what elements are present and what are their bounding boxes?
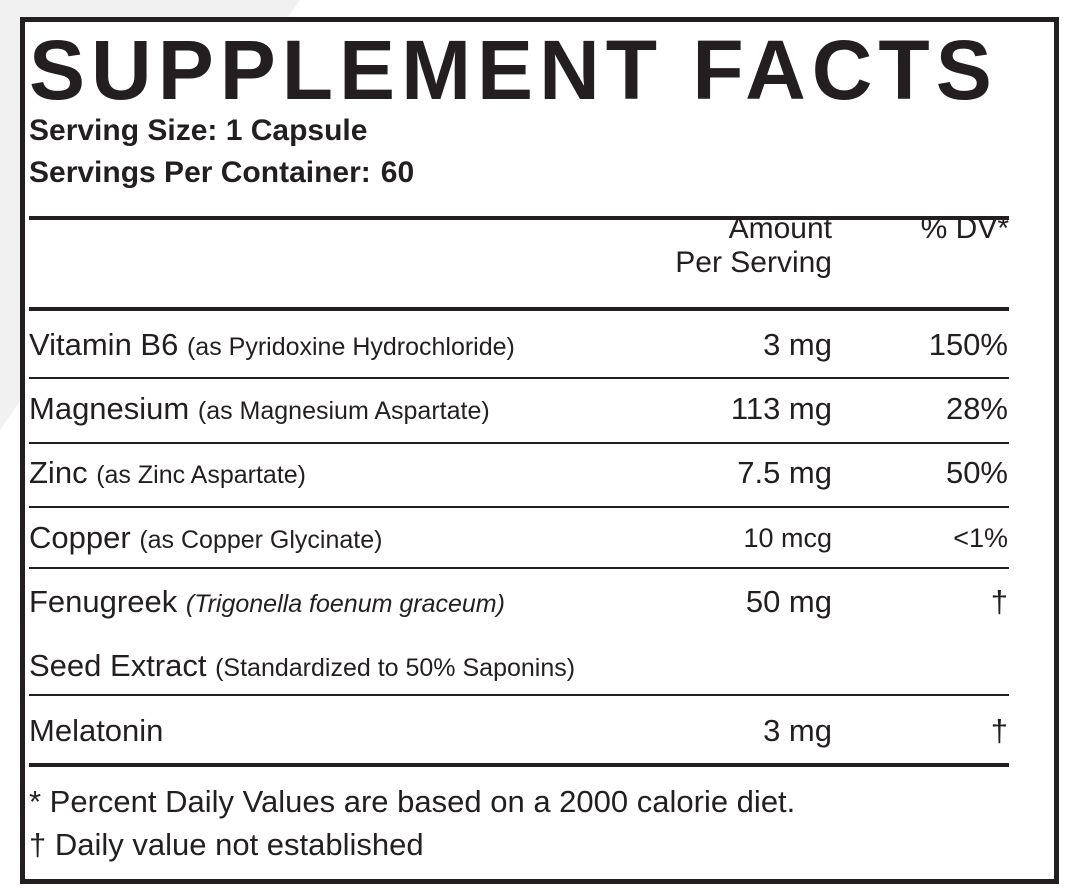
nutrient-name: Vitamin B6 [29, 327, 179, 362]
divider-thick [29, 763, 1009, 767]
table-row: Copper (as Copper Glycinate) [29, 518, 382, 560]
daily-value: † [990, 713, 1008, 748]
footnote-percent-dv: * Percent Daily Values are based on a 20… [29, 784, 796, 819]
daily-value: <1% [953, 523, 1008, 553]
amount-per-serving: 7.5 mg [737, 455, 832, 490]
daily-value: † [990, 584, 1008, 619]
servings-per-container: Servings Per Container: 60 [29, 155, 414, 191]
amount-per-serving: 113 mg [730, 391, 832, 426]
nutrient-name: Melatonin [29, 713, 164, 748]
nutrient-name-continued: Seed Extract [29, 648, 207, 683]
amount-header-line2: Per Serving [675, 246, 832, 279]
row-divider [29, 442, 1009, 444]
serving-size: Serving Size: 1 Capsule [29, 114, 368, 147]
row-divider [29, 506, 1009, 508]
nutrient-detail: (as Copper Glycinate) [139, 526, 383, 554]
column-header-amount: Amount Per Serving [675, 212, 832, 280]
daily-value: 50% [945, 455, 1008, 490]
servings-per-container-value: 60 [380, 156, 415, 189]
amount-header-line1: Amount [728, 212, 832, 245]
nutrient-name: Magnesium [29, 391, 190, 426]
row-divider [29, 567, 1009, 569]
table-row: Zinc (as Zinc Aspartate) [29, 453, 306, 495]
row-divider [29, 694, 1009, 696]
label-title: SUPPLEMENT FACTS [29, 23, 998, 117]
nutrient-detail: (Trigonella foenum graceum) [185, 590, 505, 618]
table-row: Melatonin [29, 711, 163, 751]
nutrient-name: Fenugreek [29, 584, 178, 619]
footnote-dagger: † Daily value not established [29, 827, 424, 862]
nutrient-detail: (as Pyridoxine Hydrochloride) [186, 333, 515, 361]
divider-thick [29, 307, 1009, 311]
row-divider [29, 377, 1009, 379]
daily-value: 28% [945, 391, 1008, 426]
table-row: Fenugreek (Trigonella foenum graceum) [29, 582, 505, 624]
nutrient-name: Zinc [29, 455, 88, 490]
supplement-facts-panel [20, 17, 1059, 884]
nutrient-name: Copper [29, 520, 131, 555]
nutrient-detail: (as Zinc Aspartate) [96, 461, 307, 489]
servings-per-container-label: Servings Per Container: [29, 156, 371, 189]
amount-per-serving: 10 mcg [743, 523, 832, 553]
nutrient-detail-continued: (Standardized to 50% Saponins) [215, 654, 576, 682]
table-row: Vitamin B6 (as Pyridoxine Hydrochloride) [29, 325, 515, 367]
table-row: Magnesium (as Magnesium Aspartate) [29, 389, 490, 431]
amount-per-serving: 3 mg [763, 327, 832, 362]
amount-per-serving: 50 mg [745, 584, 832, 619]
table-row-continuation: Seed Extract (Standardized to 50% Saponi… [29, 646, 575, 688]
column-header-dv: % DV* [920, 212, 1009, 245]
amount-per-serving: 3 mg [763, 713, 832, 748]
divider-thick [29, 216, 1009, 220]
nutrient-detail: (as Magnesium Aspartate) [197, 397, 490, 425]
daily-value: 150% [928, 327, 1008, 362]
